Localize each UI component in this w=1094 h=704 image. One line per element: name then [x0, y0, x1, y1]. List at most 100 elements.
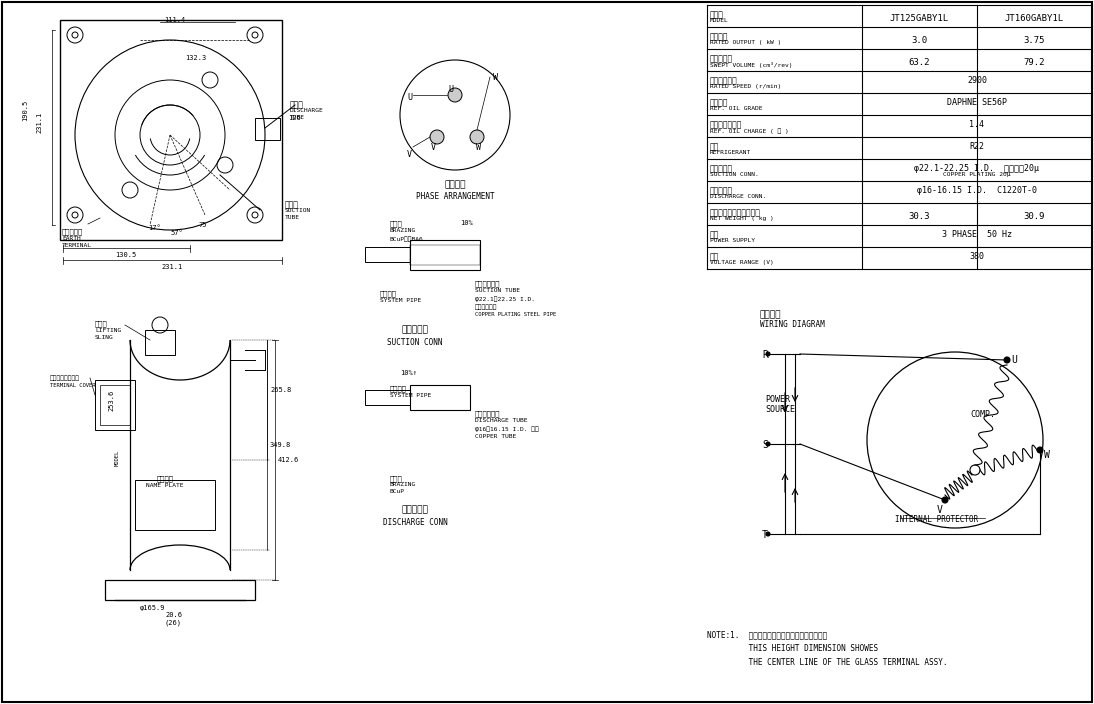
Text: R: R	[763, 350, 768, 360]
Text: 3.0: 3.0	[911, 36, 927, 45]
Text: 吐出管接続: 吐出管接続	[401, 505, 429, 514]
Text: WIRING DIAGRAM: WIRING DIAGRAM	[760, 320, 825, 329]
Text: 126: 126	[288, 115, 301, 121]
Circle shape	[430, 130, 444, 144]
Text: JT160GABY1L: JT160GABY1L	[1004, 14, 1063, 23]
Text: φ16-16.15 I.D.  C1220T-0: φ16-16.15 I.D. C1220T-0	[917, 186, 1037, 195]
Text: φ22.1～22.25 I.D.: φ22.1～22.25 I.D.	[475, 296, 535, 301]
Text: PHASE ARRANGEMENT: PHASE ARRANGEMENT	[416, 192, 494, 201]
Text: THE CENTER LINE OF THE GLASS TERMINAL ASSY.: THE CENTER LINE OF THE GLASS TERMINAL AS…	[707, 658, 947, 667]
Text: DISCHARGE CONN.: DISCHARGE CONN.	[710, 194, 766, 199]
Text: φ22.1-22.25 I.D.  銅メッキ20μ: φ22.1-22.25 I.D. 銅メッキ20μ	[915, 164, 1039, 173]
Text: EARTH: EARTH	[62, 236, 81, 241]
Text: 75: 75	[198, 222, 207, 228]
Text: 132.3: 132.3	[185, 55, 207, 61]
Text: 冷凍機油: 冷凍機油	[710, 98, 729, 107]
Bar	[100, 385, 130, 425]
Text: ロウ付: ロウ付	[389, 220, 403, 227]
Bar	[365, 247, 410, 262]
Text: REF. OIL GRADE: REF. OIL GRADE	[710, 106, 763, 111]
Text: 63.2: 63.2	[908, 58, 930, 67]
Text: (26): (26)	[165, 620, 182, 627]
Text: 190.5: 190.5	[22, 99, 28, 120]
Text: SUCTION CONN.: SUCTION CONN.	[710, 172, 759, 177]
Text: 79.2: 79.2	[1023, 58, 1045, 67]
Text: S: S	[763, 440, 768, 450]
Text: COPPER TUBE: COPPER TUBE	[475, 434, 516, 439]
Text: 定格回転速度: 定格回転速度	[710, 76, 737, 85]
Text: 10%: 10%	[459, 220, 473, 226]
Text: MODEL: MODEL	[710, 18, 729, 23]
Bar	[410, 245, 480, 265]
Text: T: T	[763, 530, 768, 540]
Text: SUCTION TUBE: SUCTION TUBE	[475, 288, 520, 293]
Text: BCuP又ハBA6: BCuP又ハBA6	[389, 236, 423, 241]
Text: 吸入管接続: 吸入管接続	[401, 325, 429, 334]
Text: U: U	[449, 84, 454, 94]
Text: φ165.9: φ165.9	[140, 605, 165, 611]
Text: BRAZING: BRAZING	[389, 228, 416, 233]
Text: NAME PLATE: NAME PLATE	[147, 483, 184, 488]
Bar	[410, 385, 470, 410]
Text: R22: R22	[969, 142, 985, 151]
Bar	[365, 390, 410, 405]
Text: DISCHARGE TUBE: DISCHARGE TUBE	[475, 418, 527, 423]
Text: W: W	[477, 143, 481, 152]
Text: 銅メッキ鋼管: 銅メッキ鋼管	[475, 304, 498, 310]
Bar	[105, 580, 255, 600]
Bar	[135, 480, 216, 530]
Text: 押シノケ量: 押シノケ量	[710, 54, 733, 63]
Text: SUCTION: SUCTION	[286, 208, 312, 213]
Text: 吐出管: 吐出管	[290, 100, 304, 109]
Text: THIS HEIGHT DIMENSION SHOWES: THIS HEIGHT DIMENSION SHOWES	[707, 644, 878, 653]
Text: NET WEIGHT ( kg ): NET WEIGHT ( kg )	[710, 216, 773, 221]
Text: LIFTING: LIFTING	[95, 328, 121, 333]
Text: ロウ付: ロウ付	[389, 475, 403, 482]
Text: ターミナルカバー: ターミナルカバー	[50, 375, 80, 381]
Circle shape	[942, 497, 948, 503]
Text: W: W	[493, 73, 498, 82]
Text: 質量（冷凍機油含マズ）: 質量（冷凍機油含マズ）	[710, 208, 760, 217]
Bar	[95, 380, 135, 430]
Text: 130.5: 130.5	[115, 252, 137, 258]
Text: 30.9: 30.9	[1023, 212, 1045, 221]
Text: 結線要領: 結線要領	[760, 310, 781, 319]
Text: SYSTEM PIPE: SYSTEM PIPE	[380, 298, 421, 303]
Text: 231.1: 231.1	[162, 264, 183, 270]
Text: φ16～16.15 I.D. 銅管: φ16～16.15 I.D. 銅管	[475, 426, 538, 432]
Text: 吸入側接続: 吸入側接続	[710, 164, 733, 173]
Text: VOLTAGE RANGE (V): VOLTAGE RANGE (V)	[710, 260, 773, 265]
Text: TUBE: TUBE	[290, 115, 305, 120]
Text: 圧縮機吸入管: 圧縮機吸入管	[475, 280, 500, 287]
Text: SUCTION CONN: SUCTION CONN	[387, 338, 443, 347]
Text: 412.6: 412.6	[278, 457, 300, 463]
Text: 吊金具: 吊金具	[95, 320, 107, 327]
Text: DISCHARGE: DISCHARGE	[290, 108, 324, 113]
Text: 吸入管: 吸入管	[286, 200, 299, 209]
Text: SYSTEM PIPE: SYSTEM PIPE	[389, 393, 431, 398]
Text: 231.1: 231.1	[36, 111, 42, 132]
Text: 253.6: 253.6	[108, 389, 114, 410]
Text: SWEPT VOLUME (cm³/rev): SWEPT VOLUME (cm³/rev)	[710, 62, 792, 68]
Text: U: U	[1011, 355, 1017, 365]
Text: U: U	[407, 93, 412, 102]
Text: NOTE:1.  本寸法ハターミナル中心高サラ示ス。: NOTE:1. 本寸法ハターミナル中心高サラ示ス。	[707, 630, 827, 639]
Bar	[146, 330, 175, 355]
Text: RATED SPEED (r/min): RATED SPEED (r/min)	[710, 84, 781, 89]
Text: JT125GABY1L: JT125GABY1L	[889, 14, 948, 23]
Text: REFRIGERANT: REFRIGERANT	[710, 150, 752, 155]
Text: 3 PHASE  50 Hz: 3 PHASE 50 Hz	[942, 230, 1012, 239]
Text: DISCHARGE CONN: DISCHARGE CONN	[383, 518, 447, 527]
Text: TERMINAL COVER: TERMINAL COVER	[50, 383, 95, 388]
Text: V: V	[431, 143, 435, 152]
Text: 2900: 2900	[967, 76, 987, 85]
Text: 20.6: 20.6	[165, 612, 182, 618]
Text: TUBE: TUBE	[286, 215, 300, 220]
Text: 30.3: 30.3	[908, 212, 930, 221]
Text: 57°: 57°	[170, 230, 183, 236]
Circle shape	[766, 532, 770, 536]
Text: 冷媒: 冷媒	[710, 142, 719, 151]
Text: BCuP: BCuP	[389, 489, 405, 494]
Text: DAPHNE SE56P: DAPHNE SE56P	[947, 98, 1006, 107]
Text: COPPER PLATING 20μ: COPPER PLATING 20μ	[943, 172, 1011, 177]
